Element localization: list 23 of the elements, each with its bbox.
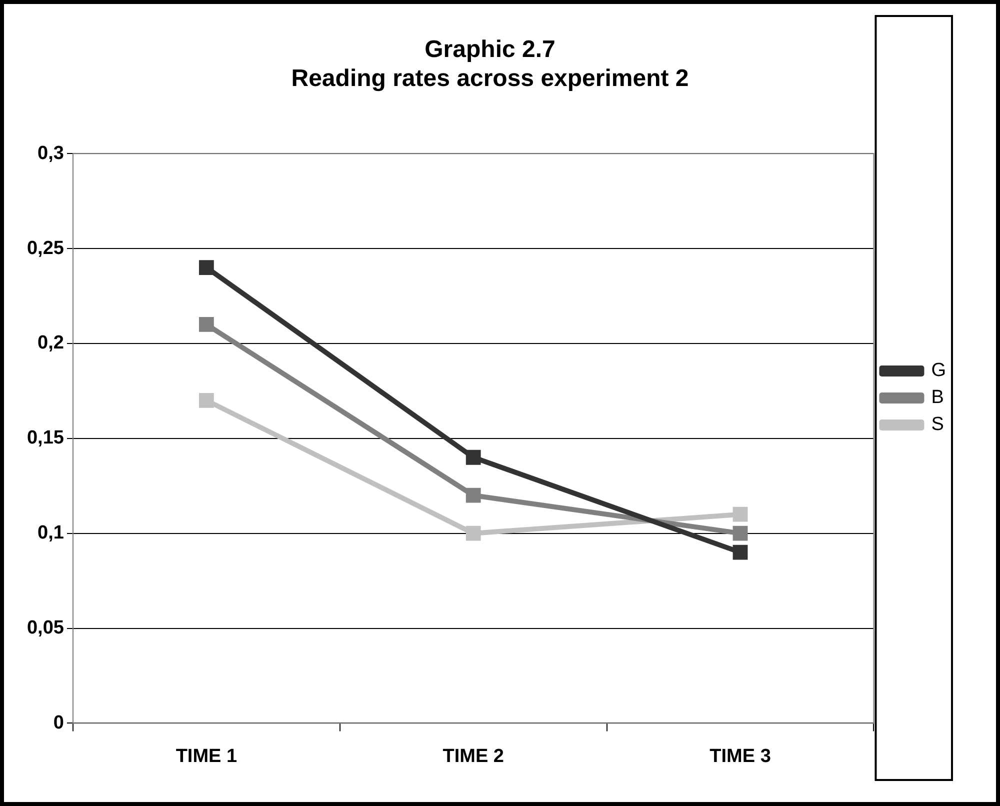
y-tick-label: 0,2 — [38, 332, 64, 354]
point — [732, 506, 748, 522]
point — [466, 488, 481, 503]
y-tick-label: 0,25 — [26, 238, 64, 259]
x-tick-label: TIME 2 — [442, 746, 504, 767]
legend-label: G — [931, 360, 946, 382]
chart-title: Graphic 2.7 Reading rates across experiment 2 — [291, 36, 689, 92]
legend-label: B — [931, 387, 944, 408]
y-tick-label: 0,1 — [38, 522, 64, 544]
x-tick-label: TIME 1 — [176, 746, 238, 767]
y-tick-label: 0,3 — [38, 142, 64, 164]
point — [466, 526, 481, 541]
point — [732, 544, 748, 560]
point — [198, 392, 214, 408]
y-tick-label: 0 — [53, 712, 64, 734]
x-tick-label: TIME 3 — [710, 746, 771, 767]
point — [732, 526, 748, 541]
y-tick-label: 0,05 — [26, 618, 64, 638]
legend-label: S — [931, 414, 944, 436]
point — [198, 260, 214, 275]
point — [466, 450, 481, 465]
y-tick-label: 0,15 — [26, 428, 64, 449]
point — [198, 317, 214, 332]
